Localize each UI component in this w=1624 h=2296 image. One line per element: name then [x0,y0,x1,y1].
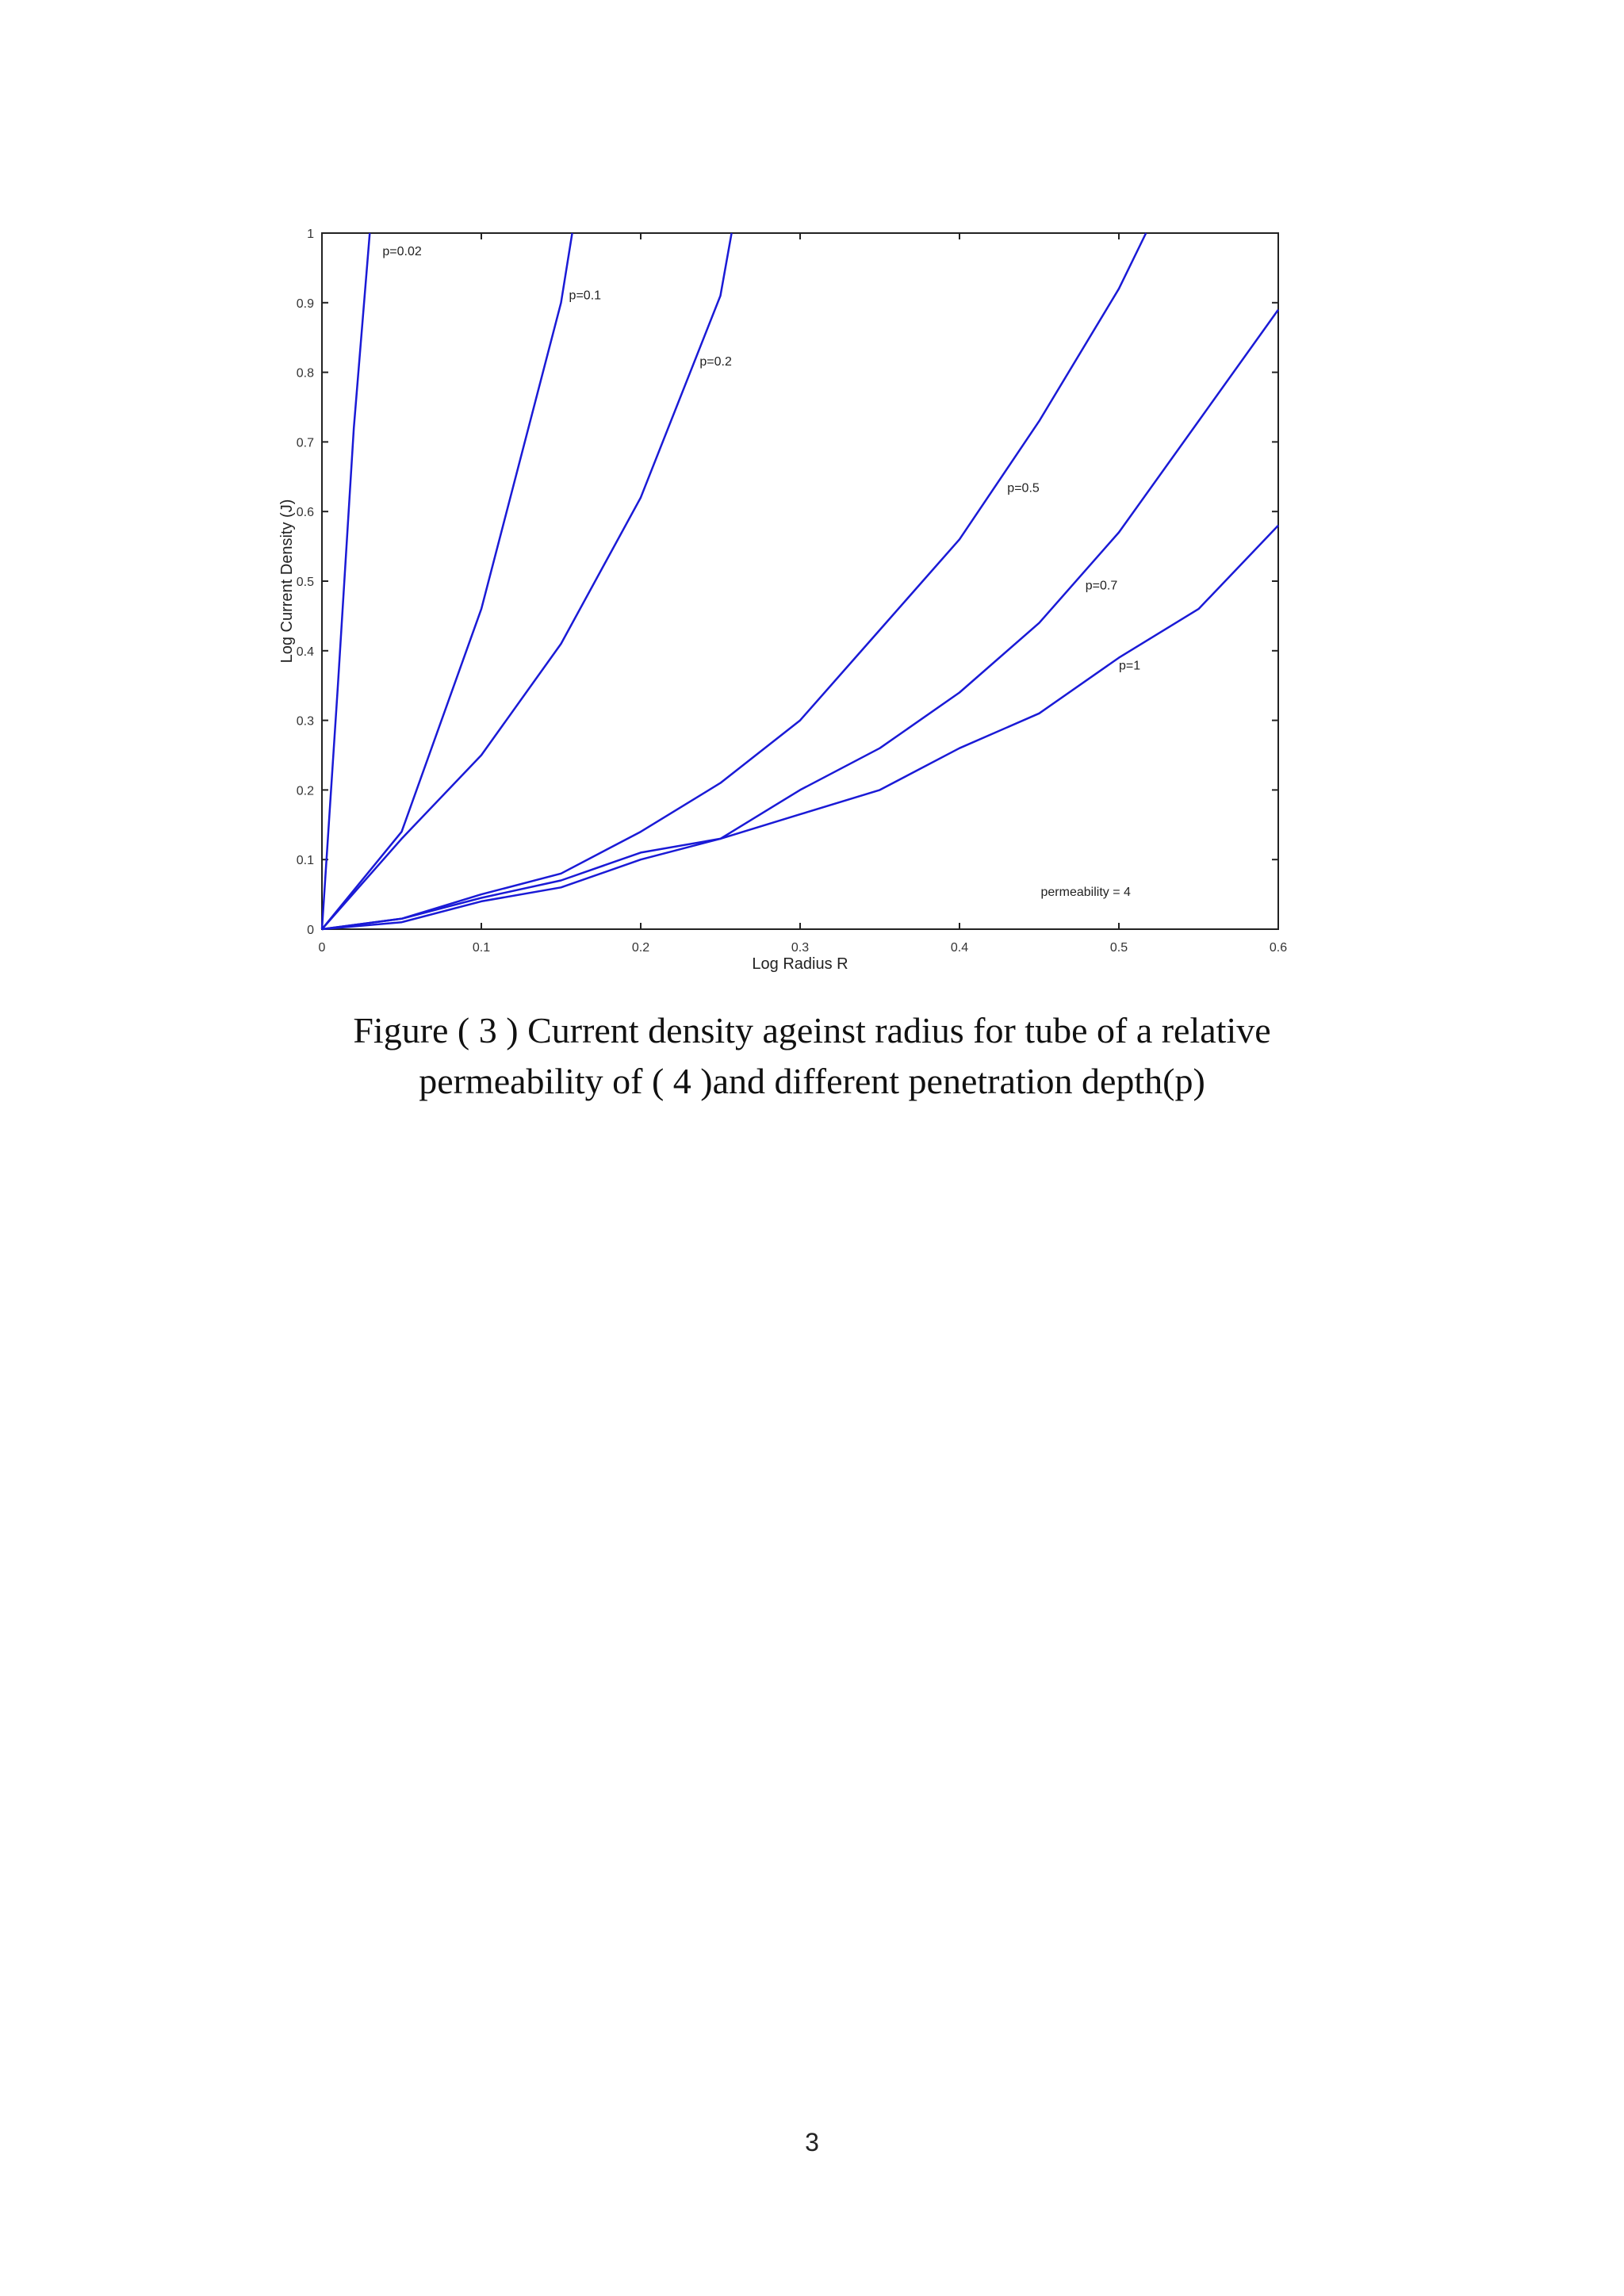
y-tick-label: 0.3 [297,715,314,729]
series-line-2 [321,232,733,930]
x-tick-label: 0.2 [632,941,649,955]
x-tick-label: 0.3 [791,941,809,955]
current-density-chart: 0 0.1 0.2 0.3 0.4 0.5 0.6 0 0.1 0.2 0.3 0.4 0.5 0.6 0.… [278,228,1287,973]
x-tick-label: 0.6 [1270,941,1287,955]
y-axis-label: Log Current Density (J) [278,499,296,664]
curve-label: p=0.5 [1007,482,1040,496]
y-tick-label: 0.7 [297,436,314,450]
x-tick-label: 0.1 [473,941,490,955]
series-line-1 [321,232,573,930]
axis-ticks: 0 0.1 0.2 0.3 0.4 0.5 0.6 0 0.1 0.2 0.3 0.4 0.5 0.6 0.… [297,228,1287,955]
y-tick-label: 0 [307,924,314,937]
curve-annotations: p=0.02 p=0.1 p=0.2 p=0.5 p=0.7 p=1 permeabilit… [382,245,1140,899]
y-tick-label: 0.5 [297,576,314,589]
series-line-3 [321,232,1147,931]
y-tick-label: 0.4 [297,645,314,659]
series-line-4 [321,308,1280,931]
curve-label: permeability = 4 [1041,886,1131,899]
figure-caption-line-1: Figure ( 3 ) Current density ageinst rad… [353,1010,1271,1050]
y-tick-label: 0.8 [297,367,314,381]
series-lines [320,232,1280,931]
x-tick-label: 0 [319,941,326,955]
curve-label: p=1 [1119,660,1140,673]
curve-label: p=0.1 [569,289,602,302]
x-axis-label: Log Radius R [752,955,848,973]
y-tick-label: 0.6 [297,506,314,519]
y-tick-label: 0.9 [297,297,314,311]
plot-frame [321,232,1279,930]
series-line-5 [321,524,1279,931]
page-number: 3 [805,2128,819,2156]
y-tick-label: 0.2 [297,784,314,798]
curve-label: p=0.2 [699,355,732,369]
figure-caption-line-2: permeability of ( 4 )and different penet… [419,1061,1205,1101]
y-tick-label: 1 [307,228,314,241]
x-tick-label: 0.5 [1110,941,1128,955]
curve-label: p=0.02 [382,245,421,258]
x-tick-label: 0.4 [951,941,968,955]
curve-label: p=0.7 [1086,580,1118,593]
y-tick-label: 0.1 [297,854,314,867]
series-line-0 [320,232,371,930]
